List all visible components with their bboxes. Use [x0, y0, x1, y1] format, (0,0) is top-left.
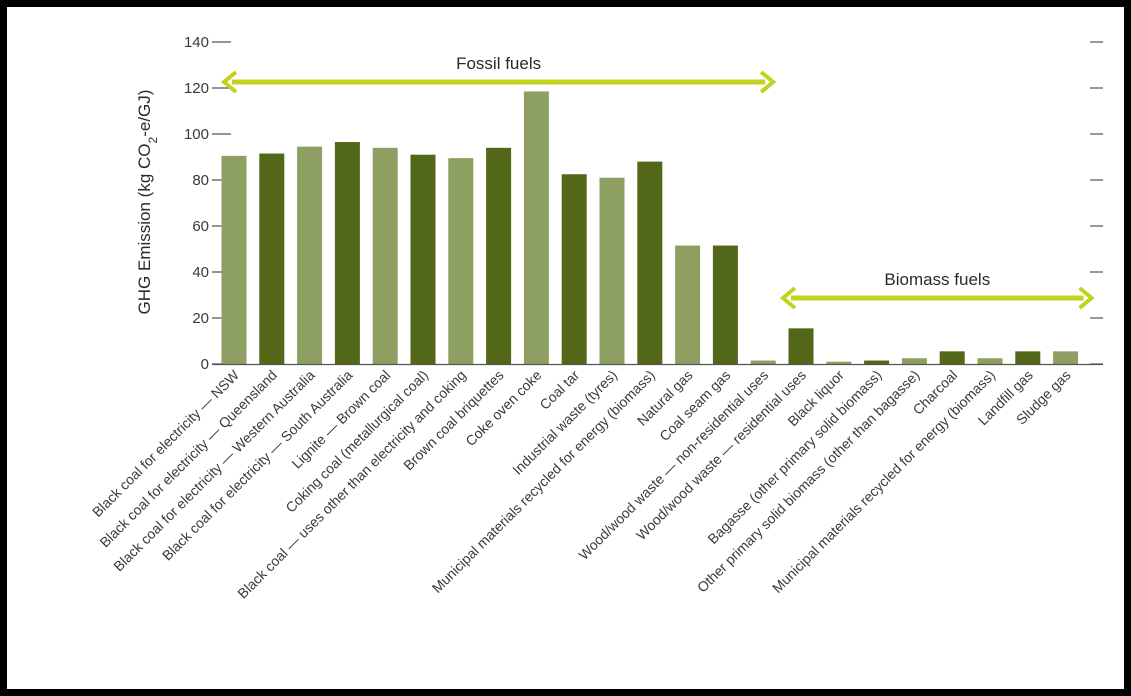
bar: [1015, 351, 1041, 364]
bar: [372, 147, 398, 364]
bar: [486, 147, 512, 364]
bar: [675, 245, 701, 364]
chart-frame: 0 20 40 60 80 100 120 140 Black coal for electr…: [6, 6, 1125, 690]
bar-chart: 0 20 40 60 80 100 120 140 Black coal for electr…: [89, 34, 1103, 602]
category-label: Bagasse (other primary solid biomass): [704, 367, 884, 547]
bar: [259, 153, 285, 364]
bar: [826, 361, 852, 364]
bar: [523, 91, 549, 364]
y-tick-label: 140: [184, 34, 209, 51]
y-axis: 0 20 40 60 80 100 120 140: [184, 34, 231, 373]
right-tick-marks: [1090, 41, 1103, 365]
y-tick-label: 120: [184, 80, 209, 97]
group-label: Fossil fuels: [456, 54, 541, 73]
bar: [221, 155, 247, 364]
group-arrow-right-head: [759, 70, 777, 94]
bar: [637, 161, 663, 364]
group-arrow-right-head: [1078, 286, 1095, 310]
bar: [297, 146, 323, 364]
y-tick-label: 40: [192, 264, 209, 281]
bar: [901, 358, 927, 364]
y-tick-label: 20: [192, 310, 209, 327]
bar: [599, 177, 625, 364]
bar: [448, 158, 474, 364]
bar: [712, 245, 738, 364]
y-axis-title: GHG Emission (kg CO2-e/GJ): [135, 90, 160, 315]
bar: [864, 360, 890, 364]
group-label: Biomass fuels: [884, 270, 990, 289]
group-arrow-left-head: [220, 70, 238, 94]
bar: [1053, 351, 1079, 364]
bar: [750, 360, 776, 364]
group-brackets: Fossil fuels Biomass fuels: [220, 54, 1095, 310]
group-arrow-left-head: [779, 286, 797, 310]
bar: [788, 328, 814, 364]
bar: [561, 174, 587, 364]
y-tick-label: 100: [184, 126, 209, 143]
bar: [410, 154, 436, 364]
bar: [334, 142, 360, 364]
y-tick-label: 0: [201, 356, 209, 373]
y-tick-label: 80: [192, 172, 209, 189]
bar: [939, 351, 965, 364]
y-tick-label: 60: [192, 218, 209, 235]
bar: [977, 358, 1003, 364]
bars: [221, 91, 1079, 364]
